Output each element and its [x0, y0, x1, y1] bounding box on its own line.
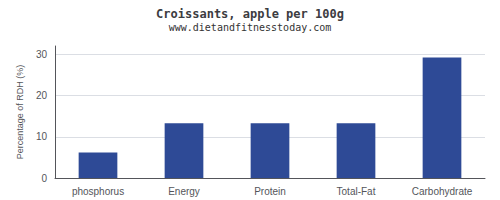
svg-text:Total-Fat: Total-Fat	[337, 186, 376, 197]
svg-text:0: 0	[41, 173, 47, 184]
svg-text:Croissants, apple per 100g: Croissants, apple per 100g	[156, 7, 344, 21]
svg-text:Carbohydrate: Carbohydrate	[412, 186, 473, 197]
svg-text:30: 30	[36, 49, 48, 60]
svg-text:Energy: Energy	[168, 186, 200, 197]
svg-text:www.dietandfitnesstoday.com: www.dietandfitnesstoday.com	[169, 22, 332, 33]
svg-text:Protein: Protein	[254, 186, 286, 197]
svg-text:Percentage of RDH (%): Percentage of RDH (%)	[15, 65, 25, 160]
svg-text:10: 10	[36, 131, 48, 142]
svg-text:phosphorus: phosphorus	[72, 186, 124, 197]
svg-text:20: 20	[36, 90, 48, 101]
